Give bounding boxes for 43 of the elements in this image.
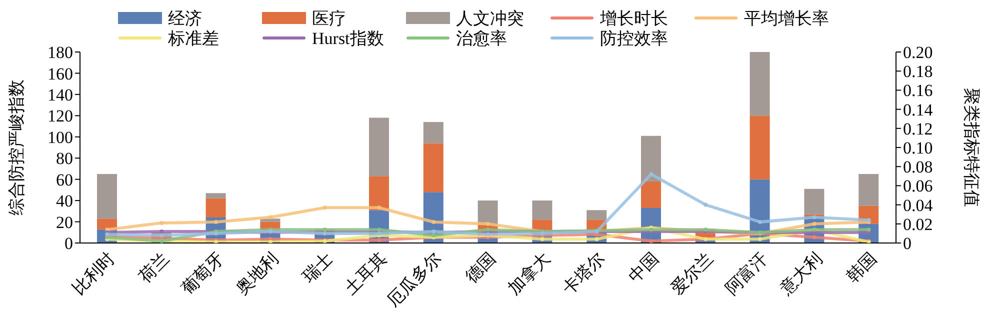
legend-label: 平均增长率 xyxy=(744,8,829,30)
legend-label: 人文冲突 xyxy=(456,8,524,30)
y-tick-label: 20 xyxy=(56,212,73,232)
x-tick-label: 瑞士 xyxy=(298,248,336,286)
y-tick-label: 40 xyxy=(56,192,73,211)
y2-tick-label: 0.18 xyxy=(903,62,933,82)
y2-tick-label: 0.10 xyxy=(903,138,933,158)
y-tick-label: 140 xyxy=(48,85,73,104)
x-tick-label: 奥地利 xyxy=(232,248,282,298)
x-tick-label: 爱尔兰 xyxy=(667,248,717,298)
y2-axis-title: 聚类指标特征值 xyxy=(962,88,981,207)
y-tick-label: 160 xyxy=(48,64,73,84)
x-tick-label: 加拿大 xyxy=(504,248,554,298)
y-tick-label: 100 xyxy=(48,128,73,147)
y2-tick-label: 0.16 xyxy=(903,81,933,100)
y2-tick-label: 0.06 xyxy=(903,176,933,196)
y2-tick-label: 0 xyxy=(903,234,912,254)
y2-tick-label: 0.02 xyxy=(903,214,933,234)
legend-label: 治愈率 xyxy=(456,28,507,50)
x-tick-label: 德国 xyxy=(462,248,500,286)
y-tick-label: 60 xyxy=(56,170,73,190)
y2-tick-label: 0.08 xyxy=(903,158,933,177)
y2-tick-label: 0.20 xyxy=(903,43,933,62)
x-tick-label: 荷兰 xyxy=(135,248,173,286)
y-tick-label: 180 xyxy=(48,43,73,62)
legend-label: 医疗 xyxy=(312,8,346,30)
x-tick-label: 卡塔尔 xyxy=(558,248,608,298)
y-tick-label: 80 xyxy=(56,149,73,168)
x-tick-label: 葡萄牙 xyxy=(178,248,228,298)
legend-label: Hurst指数 xyxy=(312,28,384,50)
x-tick-label: 中国 xyxy=(625,248,663,286)
legend-label: 增长时长 xyxy=(600,8,668,30)
x-tick-label: 韩国 xyxy=(842,248,880,286)
legend-label: 防控效率 xyxy=(600,28,668,50)
y2-tick-label: 0.04 xyxy=(903,196,934,215)
y-axis-title: 综合防控严峻指数 xyxy=(7,80,26,216)
y2-tick-label: 0.14 xyxy=(903,100,934,120)
x-tick-label: 阿富汗 xyxy=(722,248,772,298)
legend-label: 经济 xyxy=(168,8,202,30)
y-tick-label: 120 xyxy=(48,106,73,126)
x-tick-label: 意大利 xyxy=(776,248,826,300)
legend-label: 标准差 xyxy=(168,28,219,50)
y2-tick-label: 0.12 xyxy=(903,119,933,138)
